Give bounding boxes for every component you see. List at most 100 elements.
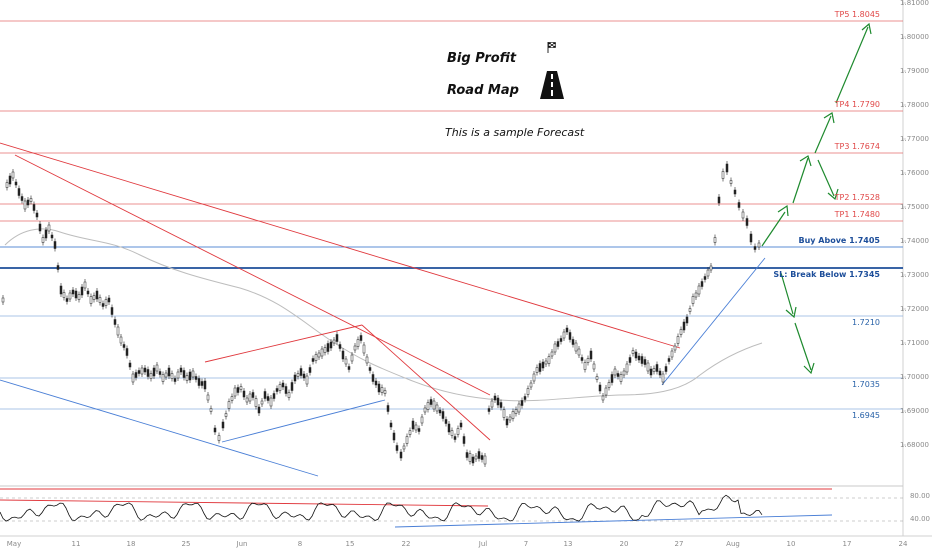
price-tick-label: 1.81000: [900, 0, 929, 7]
candle-body: [565, 327, 569, 333]
candle-body: [691, 296, 695, 304]
price-tick-label: 1.77000: [900, 135, 929, 143]
forecast-arrowhead-4: [823, 112, 835, 124]
candle-body: [173, 378, 177, 382]
candle-body: [589, 350, 593, 360]
take-profit-lines: [0, 20, 903, 222]
candle-body: [737, 202, 741, 208]
candle-body: [577, 348, 581, 356]
rsi-line: [0, 494, 763, 522]
candle-body: [471, 456, 475, 464]
forecast-arrowhead-1: [777, 204, 789, 217]
channel-bottom-line: [221, 399, 386, 443]
time-tick-label: Aug: [726, 540, 740, 548]
candle-body: [1, 297, 5, 303]
candle-body: [386, 405, 390, 412]
candle-body: [568, 332, 572, 340]
candle-body: [320, 348, 324, 357]
rsi-tick-80: 80.00: [910, 492, 930, 500]
candle-body: [221, 421, 225, 429]
support-lines: [0, 246, 903, 410]
candle-body: [658, 370, 662, 376]
price-tick-label: 1.75000: [900, 203, 929, 211]
candle-body: [59, 285, 63, 295]
time-tick-label: 18: [127, 540, 136, 548]
candle-body: [374, 380, 378, 386]
tp2-label: TP2 1.7528: [834, 193, 880, 202]
candle-body: [395, 445, 399, 451]
forecast-arrowhead-2: [799, 155, 812, 167]
candle-body: [757, 242, 761, 248]
candle-body: [613, 368, 617, 376]
time-tick-label: Jun: [236, 540, 248, 548]
candle-body: [456, 428, 460, 435]
candle-body: [583, 362, 587, 370]
candle-body: [523, 396, 527, 400]
moving-average-line: [4, 228, 763, 402]
price-tick-label: 1.70000: [900, 373, 929, 381]
candle-body: [203, 380, 207, 390]
candle-body: [83, 281, 87, 289]
candle-body: [610, 374, 614, 383]
candle-body: [176, 371, 180, 379]
downtrend-line-2: [14, 154, 491, 396]
time-tick-label: 10: [787, 540, 796, 548]
candle-body: [529, 382, 533, 388]
price-tick-label: 1.72000: [900, 305, 929, 313]
candle-body: [263, 391, 267, 399]
candle-body: [607, 382, 611, 388]
candle-body: [414, 424, 418, 431]
main-pane[interactable]: [0, 0, 903, 486]
candle-body: [652, 368, 656, 372]
time-tick-label: 17: [843, 540, 852, 548]
candle-body: [5, 182, 9, 188]
candle-body: [447, 423, 451, 433]
candle-body: [453, 436, 457, 440]
candle-body: [706, 269, 710, 277]
candle-body: [329, 341, 333, 349]
candle-body: [134, 372, 138, 378]
candle-body: [236, 387, 240, 393]
candle-body: [47, 224, 51, 232]
candle-body: [496, 397, 500, 406]
candle-body: [541, 361, 545, 369]
candle-body: [284, 386, 288, 394]
rsi-red-trendline: [0, 499, 489, 507]
candle-body: [697, 285, 701, 295]
candle-body: [725, 163, 729, 173]
candle-body: [80, 286, 84, 296]
time-tick-label: 8: [298, 540, 302, 548]
candle-body: [483, 455, 487, 465]
candle-body: [362, 344, 366, 354]
candle-body: [242, 390, 246, 398]
candle-body: [444, 419, 448, 424]
candle-body: [574, 342, 578, 352]
candle-body: [646, 362, 650, 372]
price-tick-label: 1.73000: [900, 271, 929, 279]
rsi-pane[interactable]: 80.00 40.00: [0, 488, 930, 528]
stop-loss-label: SL: Break Below 1.7345: [773, 270, 880, 279]
candle-body: [709, 265, 713, 271]
candle-body: [622, 370, 626, 376]
resistance-trendlines: [0, 142, 681, 441]
forecast-arrowhead-3: [827, 188, 839, 201]
support-trendlines: [0, 257, 766, 477]
time-tick-label: Jul: [478, 540, 488, 548]
candle-body: [341, 350, 345, 360]
price-tick-label: 1.74000: [900, 237, 929, 245]
level-3-label: 1.6945: [852, 411, 880, 420]
candle-body: [227, 401, 231, 409]
candle-body: [62, 292, 66, 298]
candle-body: [104, 299, 108, 306]
candle-body: [167, 367, 171, 377]
price-tick-label: 1.76000: [900, 169, 929, 177]
candle-body: [281, 382, 285, 388]
time-tick-label: 13: [564, 540, 573, 548]
candle-body: [38, 223, 42, 232]
price-scale[interactable]: [903, 0, 932, 550]
candle-body: [640, 356, 644, 364]
time-tick-label: 7: [524, 540, 528, 548]
candle-body: [194, 376, 198, 380]
candle-body: [68, 292, 72, 300]
